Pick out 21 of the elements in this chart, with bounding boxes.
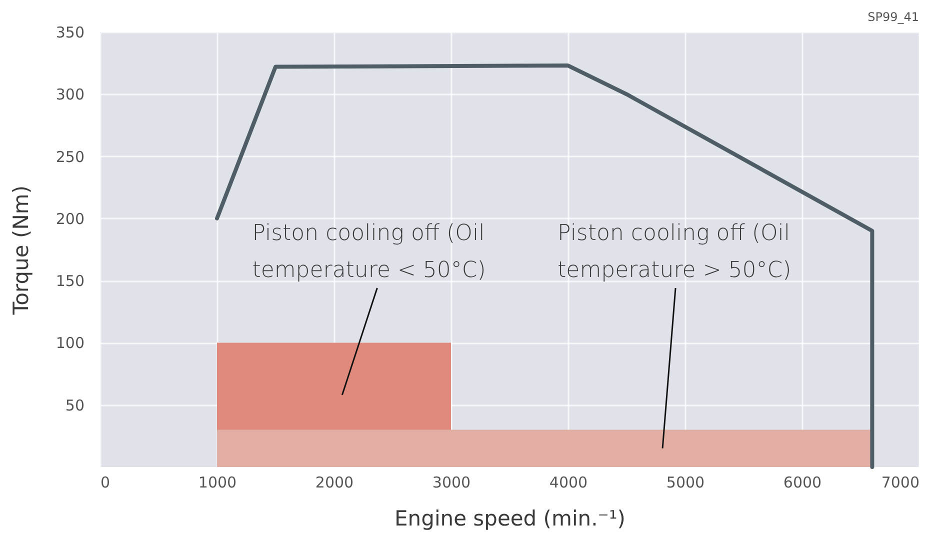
text: Piston cooling off (Oil temperature > 50°C) bbox=[558, 221, 792, 283]
x-tick-label: 1000 bbox=[198, 474, 237, 492]
x-axis-title: Engine speed (min.⁻¹) bbox=[394, 506, 626, 530]
x-tick-label: 3000 bbox=[432, 474, 471, 492]
y-tick-label: 50 bbox=[65, 396, 84, 414]
y-tick-label: 300 bbox=[56, 86, 84, 104]
x-tick-label: 2000 bbox=[315, 474, 354, 492]
y-tick-label: 350 bbox=[56, 24, 84, 42]
x-tick-label: 0 bbox=[100, 474, 110, 492]
y-axis-title: Torque (Nm) bbox=[8, 185, 33, 316]
x-tick-label: 6000 bbox=[783, 474, 822, 492]
line-series bbox=[215, 64, 874, 469]
y-tick-label: 200 bbox=[56, 210, 84, 228]
x-tick-label: 4000 bbox=[549, 474, 588, 492]
text: SP99_41 bbox=[868, 10, 919, 24]
text: Piston cooling off (Oil temperature < 50°C) bbox=[252, 221, 486, 283]
y-tick-label: 100 bbox=[56, 334, 84, 352]
x-tick-label: 5000 bbox=[666, 474, 705, 492]
x-tick-label: 7000 bbox=[881, 474, 920, 492]
y-tick-label: 150 bbox=[56, 272, 84, 290]
y-tick-label: 250 bbox=[56, 148, 84, 166]
